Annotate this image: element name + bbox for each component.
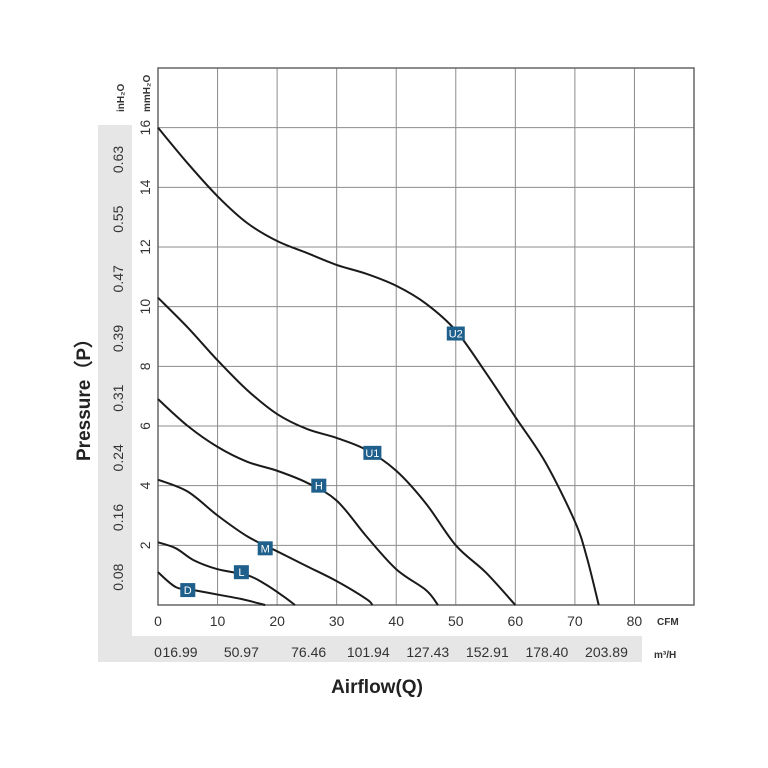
y-tick-label: 8 (137, 362, 153, 370)
x-tick-label: 10 (210, 613, 226, 629)
y2-tick-label: 0.24 (110, 444, 126, 471)
y-tick-label: 10 (137, 299, 153, 315)
x-tick-label: 0 (154, 613, 162, 629)
x2-tick-label: 0 (154, 644, 162, 660)
x-axis-title: Airflow(Q) (331, 677, 423, 698)
y-axis-title: Pressure（P） (72, 329, 95, 461)
curve-markers: U2 U1 H M L D (180, 326, 465, 598)
x2-tick-label: 152.91 (466, 644, 509, 660)
curve-marker-u1 (363, 445, 382, 460)
y-tick-label: 12 (137, 239, 153, 255)
y2-tick-label: 0.08 (110, 563, 126, 590)
curve-u1 (157, 297, 517, 606)
x2-tick-label: 50.97 (224, 644, 259, 660)
plot-border (157, 67, 695, 606)
x-unit-label: CFM (657, 617, 679, 628)
x2-tick-label: 127.43 (406, 644, 449, 660)
curves (157, 127, 600, 606)
x-tick-label: 40 (388, 613, 404, 629)
y-tick-labels: 2 4 6 8 10 12 14 16 (137, 120, 153, 550)
y2-tick-label: 0.16 (110, 504, 126, 531)
x2-tick-label: 76.46 (291, 644, 326, 660)
y2-tick-label: 0.39 (110, 325, 126, 352)
x2-unit-label: m³/H (654, 650, 676, 661)
x2-tick-label: 101.94 (347, 644, 390, 660)
curve-marker-d (180, 583, 196, 598)
x2-tick-label: 178.40 (525, 644, 568, 660)
x-tick-label: 30 (329, 613, 345, 629)
x-tick-label: 50 (448, 613, 464, 629)
x-axis-band (98, 636, 642, 662)
x2-tick-label: 16.99 (163, 644, 198, 660)
y2-unit-label: inH₂O (116, 83, 127, 112)
curve-d (157, 571, 266, 606)
curve-marker-label: U1 (365, 448, 379, 460)
y-tick-label: 2 (137, 541, 153, 549)
curve-marker-label: L (238, 567, 244, 579)
curve-u2 (157, 127, 600, 606)
curve-marker-m (257, 541, 273, 556)
x2-tick-labels: 0 16.99 50.97 76.46 101.94 127.43 152.91 178.40… (154, 644, 628, 660)
x-tick-label: 60 (508, 613, 524, 629)
curve-marker-l (233, 565, 249, 580)
curve-marker-label: U2 (449, 329, 463, 341)
curve-m (157, 478, 374, 606)
y2-tick-label: 0.31 (110, 384, 126, 411)
y-tick-label: 4 (137, 482, 153, 490)
x2-tick-label: 203.89 (585, 644, 628, 660)
x-tick-labels: 0 10 20 30 40 50 60 70 80 (154, 613, 642, 629)
y2-tick-label: 0.47 (110, 265, 126, 292)
grid (158, 68, 694, 605)
curve-h (157, 398, 439, 606)
y2-tick-labels: 0.08 0.16 0.24 0.31 0.39 0.47 0.55 0.63 (110, 146, 126, 591)
curve-marker-label: H (315, 481, 323, 493)
y-axis-band (98, 125, 132, 662)
curve-l (157, 541, 296, 606)
x-tick-label: 20 (269, 613, 285, 629)
curve-marker-label: M (261, 543, 270, 555)
curve-marker-u2 (446, 326, 465, 341)
y-unit-label: mmH₂O (142, 75, 153, 112)
y2-tick-label: 0.63 (110, 146, 126, 173)
y2-tick-label: 0.55 (110, 205, 126, 232)
x-tick-label: 80 (627, 613, 643, 629)
x-tick-label: 70 (567, 613, 583, 629)
y-tick-label: 16 (137, 120, 153, 136)
curve-marker-label: D (184, 585, 192, 597)
curve-marker-h (311, 478, 327, 493)
y-tick-label: 6 (137, 422, 153, 430)
y-tick-label: 14 (137, 179, 153, 195)
